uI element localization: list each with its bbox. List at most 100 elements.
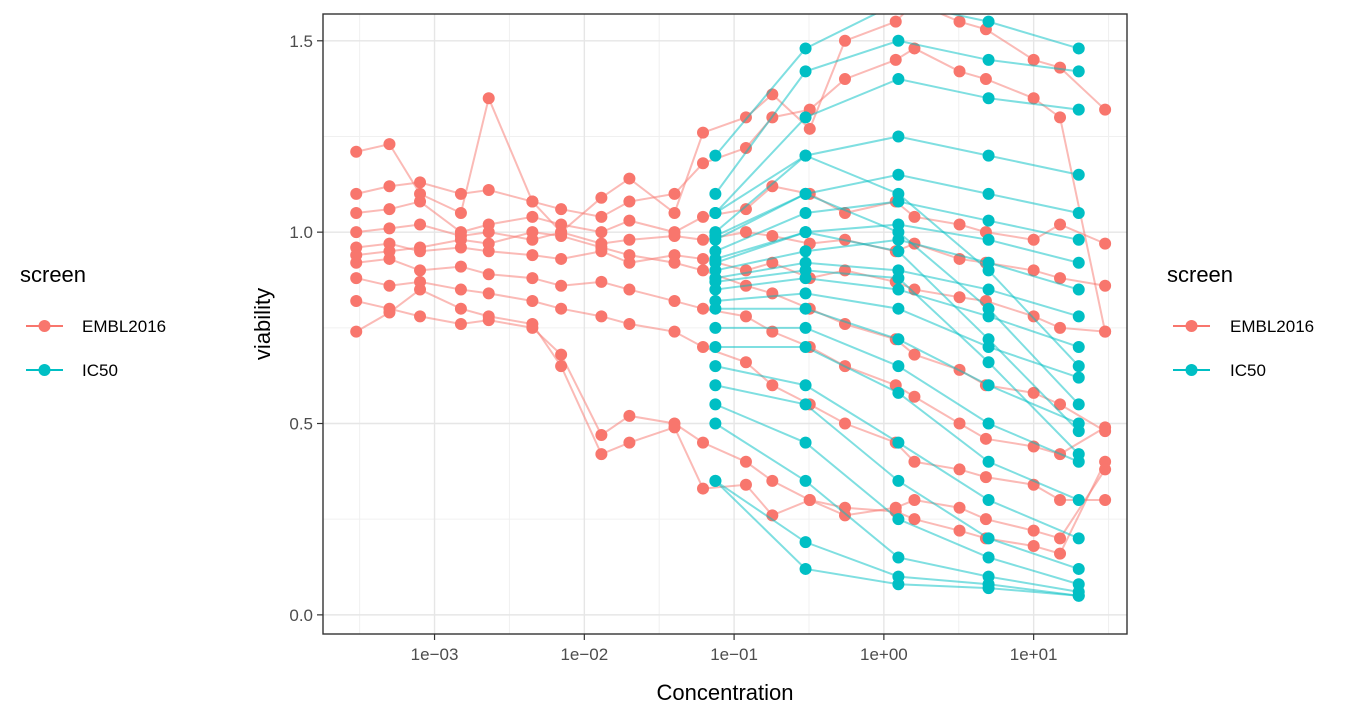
data-point-embl2016 [526, 226, 539, 239]
data-point-embl2016 [739, 141, 752, 154]
data-point-embl2016 [953, 501, 966, 514]
data-point-embl2016 [482, 268, 495, 281]
data-point-embl2016 [697, 264, 710, 277]
data-point-embl2016 [766, 229, 779, 242]
data-point-ic50 [799, 264, 812, 277]
data-point-embl2016 [1027, 539, 1040, 552]
data-series [350, 14, 1112, 602]
data-point-ic50 [892, 551, 905, 564]
data-point-ic50 [799, 149, 812, 162]
legend-label-embl2016: EMBL2016 [1230, 317, 1314, 336]
data-point-ic50 [982, 417, 995, 430]
y-tick-label: 1.5 [289, 32, 313, 51]
data-point-embl2016 [595, 226, 608, 239]
data-point-embl2016 [766, 180, 779, 193]
data-point-embl2016 [383, 279, 396, 292]
data-point-ic50 [982, 379, 995, 392]
data-point-ic50 [982, 302, 995, 315]
data-point-embl2016 [697, 233, 710, 246]
data-point-embl2016 [668, 207, 681, 220]
legend-key-point-ic50 [1185, 364, 1198, 376]
data-point-ic50 [1072, 168, 1085, 181]
series-line-embl2016 [356, 185, 1106, 245]
data-point-ic50 [799, 474, 812, 487]
data-point-ic50 [799, 42, 812, 55]
data-point-embl2016 [979, 432, 992, 445]
data-point-embl2016 [454, 318, 467, 330]
data-point-ic50 [1072, 589, 1085, 602]
data-point-embl2016 [803, 494, 816, 507]
data-point-embl2016 [595, 191, 608, 204]
series-embl2016 [350, 14, 1112, 560]
data-point-ic50 [799, 226, 812, 239]
data-point-embl2016 [668, 295, 681, 308]
data-point-ic50 [892, 474, 905, 487]
data-point-embl2016 [766, 287, 779, 300]
data-point-embl2016 [979, 471, 992, 484]
data-point-embl2016 [803, 122, 816, 135]
data-point-embl2016 [908, 210, 921, 223]
data-point-ic50 [892, 283, 905, 296]
data-point-ic50 [1072, 233, 1085, 246]
data-point-embl2016 [350, 272, 363, 285]
legend-label-ic50: IC50 [82, 361, 118, 380]
y-tick-label: 1.0 [289, 223, 313, 242]
data-point-ic50 [1072, 103, 1085, 116]
data-point-embl2016 [595, 428, 608, 441]
data-point-embl2016 [414, 195, 427, 208]
data-point-embl2016 [454, 283, 467, 296]
data-point-embl2016 [350, 325, 363, 338]
data-point-ic50 [799, 321, 812, 334]
data-point-ic50 [982, 264, 995, 277]
data-point-ic50 [1072, 65, 1085, 78]
data-point-embl2016 [697, 482, 710, 495]
data-point-embl2016 [623, 249, 636, 262]
data-point-ic50 [892, 386, 905, 399]
data-point-embl2016 [697, 436, 710, 449]
data-point-embl2016 [838, 417, 851, 430]
data-point-embl2016 [668, 229, 681, 242]
series-line-embl2016 [356, 300, 1107, 555]
data-point-embl2016 [1099, 279, 1112, 292]
data-point-embl2016 [1099, 494, 1112, 507]
data-point-embl2016 [1054, 272, 1067, 285]
data-point-ic50 [1072, 340, 1085, 353]
data-point-ic50 [1072, 448, 1085, 461]
data-point-ic50 [1072, 207, 1085, 220]
x-tick-label: 1e−02 [560, 645, 608, 664]
data-point-ic50 [982, 149, 995, 162]
data-point-ic50 [709, 149, 722, 162]
data-point-embl2016 [1027, 233, 1040, 246]
data-point-embl2016 [908, 390, 921, 403]
data-point-embl2016 [595, 241, 608, 254]
data-point-embl2016 [953, 291, 966, 304]
data-point-embl2016 [908, 348, 921, 361]
data-point-embl2016 [350, 207, 363, 220]
data-point-embl2016 [414, 241, 427, 254]
axis-ticks: 1e−03 1e−02 1e−01 1e+00 1e+01 0.0 0.5 1.0 1.5 [289, 32, 1057, 664]
data-point-embl2016 [454, 260, 467, 273]
data-point-ic50 [1072, 494, 1085, 507]
data-point-embl2016 [1054, 494, 1067, 507]
series-ic50 [709, 14, 1085, 602]
data-point-ic50 [709, 275, 722, 288]
data-point-ic50 [892, 272, 905, 285]
data-point-embl2016 [595, 275, 608, 288]
data-point-embl2016 [697, 302, 710, 315]
data-point-embl2016 [383, 306, 396, 319]
data-point-embl2016 [1099, 237, 1112, 250]
data-point-ic50 [982, 333, 995, 346]
data-point-embl2016 [383, 245, 396, 258]
data-point-ic50 [892, 360, 905, 373]
data-point-embl2016 [889, 501, 902, 514]
data-point-embl2016 [697, 126, 710, 139]
data-point-ic50 [982, 187, 995, 200]
data-point-ic50 [982, 92, 995, 105]
series-line-embl2016 [356, 257, 1106, 456]
data-point-ic50 [982, 494, 995, 507]
legend-left: screen EMBL2016 IC50 [20, 262, 166, 380]
data-point-ic50 [1072, 425, 1085, 438]
data-point-ic50 [709, 398, 722, 411]
data-point-ic50 [892, 333, 905, 346]
data-point-embl2016 [595, 210, 608, 223]
